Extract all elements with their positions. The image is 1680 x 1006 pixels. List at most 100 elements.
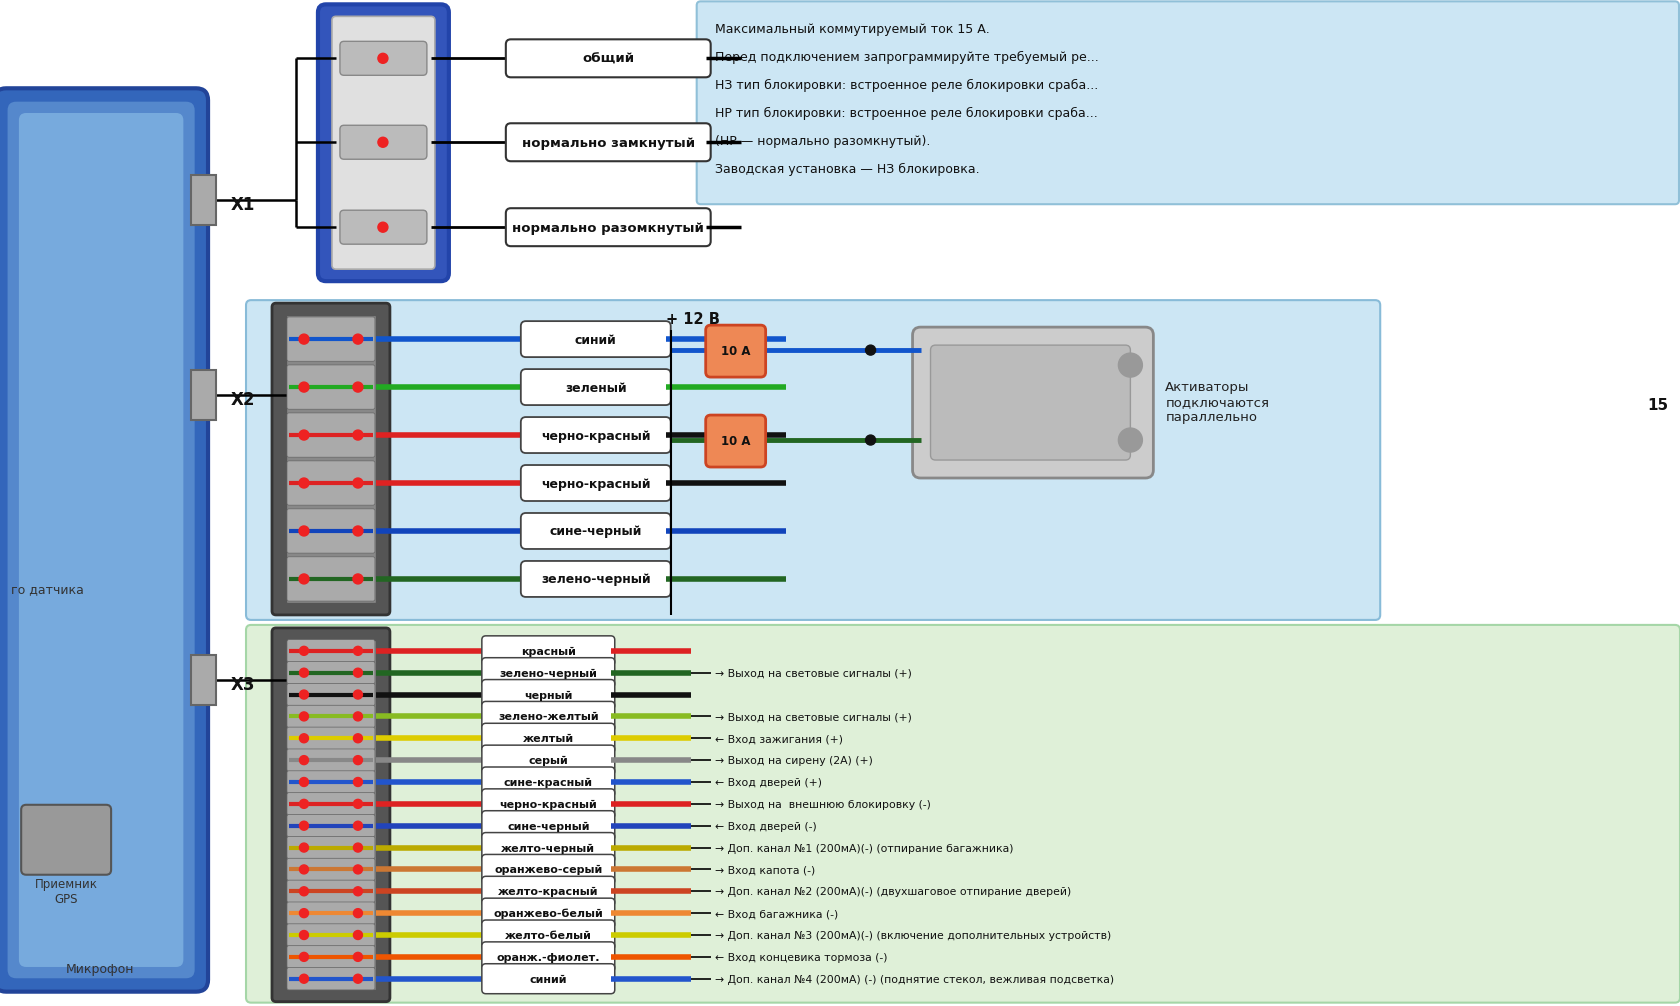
Text: черно-красный: черно-красный [541,430,650,443]
Circle shape [353,800,363,809]
Circle shape [353,690,363,699]
FancyBboxPatch shape [482,745,615,775]
Text: синий: синий [575,334,617,347]
FancyBboxPatch shape [287,727,375,749]
FancyBboxPatch shape [287,902,375,925]
Text: Микрофон: Микрофон [66,963,134,976]
Text: желтый: желтый [522,734,573,744]
FancyBboxPatch shape [482,811,615,841]
FancyBboxPatch shape [482,680,615,709]
Text: ← Вход багажника (-): ← Вход багажника (-) [714,909,837,919]
FancyBboxPatch shape [287,836,375,859]
Circle shape [1117,353,1142,377]
Circle shape [353,865,363,874]
Text: X2: X2 [230,391,255,409]
Circle shape [353,931,363,940]
FancyBboxPatch shape [286,640,376,990]
FancyBboxPatch shape [482,876,615,906]
FancyBboxPatch shape [287,924,375,947]
FancyBboxPatch shape [482,658,615,688]
Text: сине-красный: сине-красный [504,778,593,788]
FancyBboxPatch shape [286,315,376,603]
FancyBboxPatch shape [482,767,615,797]
Circle shape [299,334,309,344]
Circle shape [299,382,309,392]
Text: → Доп. канал №3 (200мА)(-) (включение дополнительных устройств): → Доп. канал №3 (200мА)(-) (включение до… [714,931,1110,941]
Text: → Доп. канал №1 (200мА)(-) (отпирание багажника): → Доп. канал №1 (200мА)(-) (отпирание ба… [714,844,1013,853]
FancyBboxPatch shape [706,325,764,377]
Text: → Выход на  внешнюю блокировку (-): → Выход на внешнюю блокировку (-) [714,800,931,810]
FancyBboxPatch shape [287,793,375,815]
Text: сине-черный: сине-черный [549,525,642,538]
Text: → Доп. канал №2 (200мА)(-) (двухшаговое отпирание дверей): → Доп. канал №2 (200мА)(-) (двухшаговое … [714,887,1070,897]
Text: оранжево-белый: оранжево-белый [494,908,603,919]
Text: X3: X3 [230,676,255,694]
Text: красный: красный [521,647,575,657]
FancyBboxPatch shape [287,748,375,772]
Circle shape [299,712,309,721]
FancyBboxPatch shape [287,640,375,662]
FancyBboxPatch shape [506,208,711,246]
Text: (НР — нормально разомкнутый).: (НР — нормально разомкнутый). [714,135,929,148]
FancyBboxPatch shape [0,89,208,992]
FancyBboxPatch shape [287,365,375,409]
Text: го датчика: го датчика [12,583,84,597]
FancyBboxPatch shape [931,345,1129,460]
FancyBboxPatch shape [521,321,670,357]
FancyBboxPatch shape [506,39,711,77]
Text: ← Вход зажигания (+): ← Вход зажигания (+) [714,734,842,744]
Circle shape [353,478,363,488]
Circle shape [299,887,309,895]
Circle shape [353,778,363,787]
Circle shape [353,646,363,655]
Circle shape [353,843,363,852]
Circle shape [865,435,875,445]
Text: черно-красный: черно-красный [499,800,596,810]
Circle shape [299,908,309,917]
Text: НР тип блокировки: встроенное реле блокировки сраба...: НР тип блокировки: встроенное реле блоки… [714,108,1097,121]
FancyBboxPatch shape [482,964,615,994]
Circle shape [1117,428,1142,452]
Text: нормально разомкнутый: нормально разомкнутый [512,221,704,234]
Circle shape [353,334,363,344]
Circle shape [299,478,309,488]
Circle shape [299,800,309,809]
FancyBboxPatch shape [339,126,427,159]
Circle shape [299,646,309,655]
FancyBboxPatch shape [706,415,764,467]
FancyBboxPatch shape [287,556,375,602]
Circle shape [353,756,363,765]
FancyBboxPatch shape [482,789,615,819]
Text: Перед подключением запрограммируйте требуемый ре...: Перед подключением запрограммируйте треб… [714,51,1097,64]
Text: желто-белый: желто-белый [504,931,591,941]
FancyBboxPatch shape [482,723,615,753]
FancyBboxPatch shape [192,655,217,705]
Circle shape [299,843,309,852]
Circle shape [353,974,363,983]
Circle shape [378,53,388,63]
FancyBboxPatch shape [521,465,670,501]
Circle shape [353,382,363,392]
Text: → Доп. канал №4 (200мА) (-) (поднятие стекол, вежливая подсветка): → Доп. канал №4 (200мА) (-) (поднятие ст… [714,975,1114,985]
FancyBboxPatch shape [192,370,217,421]
FancyBboxPatch shape [245,625,1678,1003]
Circle shape [378,137,388,147]
Circle shape [353,908,363,917]
Circle shape [299,690,309,699]
Text: X1: X1 [230,196,255,214]
Circle shape [299,733,309,742]
FancyBboxPatch shape [287,858,375,880]
FancyBboxPatch shape [287,968,375,990]
Circle shape [299,526,309,536]
Text: → Выход на световые сигналы (+): → Выход на световые сигналы (+) [714,669,911,679]
Text: общий: общий [581,52,633,65]
FancyBboxPatch shape [287,771,375,793]
Circle shape [353,712,363,721]
FancyBboxPatch shape [482,854,615,884]
Text: → Выход на сирену (2А) (+): → Выход на сирену (2А) (+) [714,757,872,767]
FancyBboxPatch shape [192,175,217,225]
Circle shape [378,222,388,232]
FancyBboxPatch shape [287,683,375,706]
Text: Приемник
GPS: Приемник GPS [35,878,97,905]
Circle shape [299,821,309,830]
